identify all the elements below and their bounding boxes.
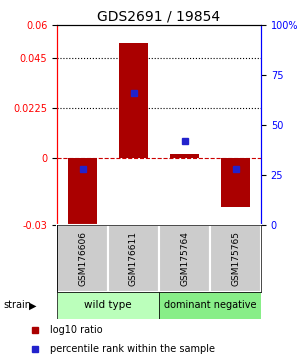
Bar <box>159 225 210 292</box>
Text: GSM175764: GSM175764 <box>180 231 189 286</box>
Bar <box>210 225 261 292</box>
Text: GSM175765: GSM175765 <box>231 231 240 286</box>
Bar <box>119 42 148 158</box>
Text: log10 ratio: log10 ratio <box>50 325 103 336</box>
Title: GDS2691 / 19854: GDS2691 / 19854 <box>98 10 220 24</box>
Bar <box>159 292 261 319</box>
Text: strain: strain <box>3 300 31 310</box>
Bar <box>108 225 159 292</box>
Text: GSM176606: GSM176606 <box>78 231 87 286</box>
Text: ▶: ▶ <box>28 300 36 310</box>
Text: wild type: wild type <box>84 300 132 310</box>
Text: dominant negative: dominant negative <box>164 300 256 310</box>
Bar <box>57 225 108 292</box>
Bar <box>57 292 159 319</box>
Bar <box>68 158 97 236</box>
Bar <box>221 158 250 207</box>
Bar <box>170 154 199 158</box>
Text: percentile rank within the sample: percentile rank within the sample <box>50 344 215 354</box>
Text: GSM176611: GSM176611 <box>129 231 138 286</box>
